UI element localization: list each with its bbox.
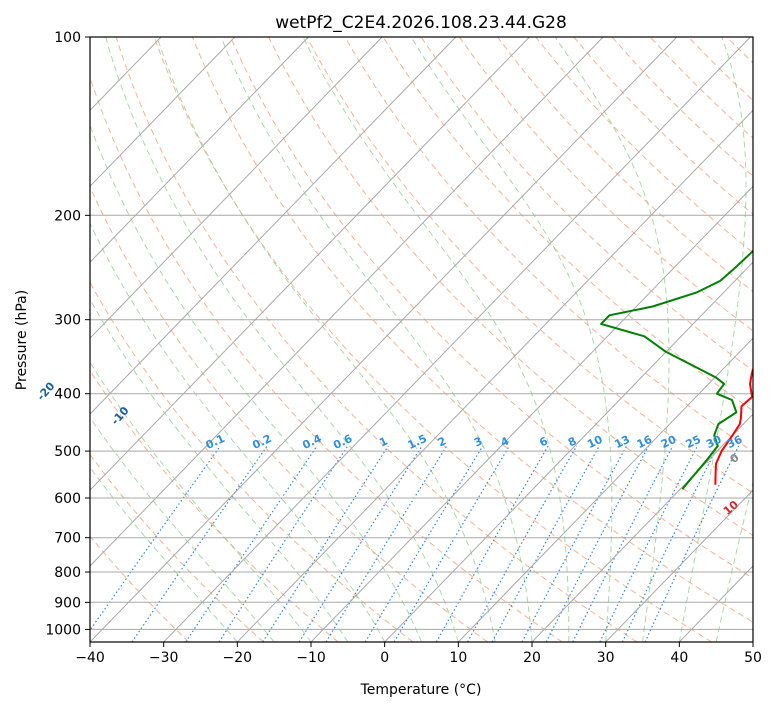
mixing-ratio-label: 10 xyxy=(585,433,605,451)
mixing-ratio-label: 13 xyxy=(613,433,632,451)
mixing-ratio-line xyxy=(262,445,389,642)
moist-adiabat xyxy=(90,416,275,642)
isotherm xyxy=(90,37,309,263)
y-tick-label: 700 xyxy=(54,531,81,547)
x-tick-label: 40 xyxy=(670,650,688,666)
isotherm xyxy=(90,37,236,188)
mixing-ratio-line xyxy=(185,445,318,642)
plot-area xyxy=(90,37,753,642)
y-tick-label: 900 xyxy=(54,595,81,611)
temperature-line xyxy=(714,366,753,485)
y-tick-label: 1000 xyxy=(45,622,81,638)
isotherm xyxy=(90,37,383,339)
dry-adiabat xyxy=(90,453,264,642)
y-tick-label: 600 xyxy=(54,491,81,507)
mixing-ratio-label: 16 xyxy=(635,433,655,451)
y-tick-label: 800 xyxy=(54,565,81,581)
mixing-ratio-line xyxy=(393,445,510,642)
moist-adiabat xyxy=(220,37,533,642)
isotherm xyxy=(90,37,457,415)
mixing-ratio-label: 30 xyxy=(704,433,724,451)
y-tick-label: 100 xyxy=(54,30,81,46)
isotherm xyxy=(90,37,530,491)
mixing-ratio-line xyxy=(325,445,448,642)
dry-adiabat xyxy=(90,185,488,642)
mixing-ratio-line xyxy=(218,445,349,642)
x-tick-label: −40 xyxy=(75,650,105,666)
moist-adiabat xyxy=(302,37,570,642)
moist-adiabat xyxy=(90,123,422,642)
moist-adiabat xyxy=(554,37,670,642)
moist-adiabat xyxy=(105,37,459,642)
mixing-ratio-line xyxy=(298,445,423,642)
isotherm xyxy=(236,109,753,642)
mixing-ratio-line xyxy=(466,445,578,642)
moist-adiabat xyxy=(90,298,349,642)
mixing-ratio-line xyxy=(599,445,699,642)
background-lines xyxy=(90,37,753,642)
profiles xyxy=(600,249,753,490)
mixing-ratio-label: 36 xyxy=(725,433,745,451)
y-tick-label: 200 xyxy=(54,208,81,224)
y-tick-label: 400 xyxy=(54,387,81,403)
moist-adiabat xyxy=(90,222,386,642)
mixing-ratio-line xyxy=(364,445,484,642)
mixing-ratio-label: 25 xyxy=(684,433,703,451)
x-tick-label: −30 xyxy=(149,650,179,666)
y-tick-label: 500 xyxy=(54,444,81,460)
isotherm xyxy=(90,37,678,642)
plot-frame xyxy=(89,36,754,643)
moist-adiabat xyxy=(715,480,753,642)
axes: −40 −30 −20 −10 0 10 20 30 40 50 100 200 300 400 500 60… xyxy=(45,30,762,666)
x-tick-label: −10 xyxy=(296,650,326,666)
mixing-ratio-line xyxy=(621,445,719,642)
moist-adiabat xyxy=(410,37,613,642)
isotherm xyxy=(605,489,753,642)
x-tick-label: 0 xyxy=(380,650,389,666)
isotherm xyxy=(457,337,753,642)
moist-adiabat xyxy=(156,37,496,642)
dry-adiabat xyxy=(90,369,339,642)
mixing-ratio-label: 20 xyxy=(659,433,679,451)
moist-adiabat xyxy=(678,37,747,642)
isotherm xyxy=(384,261,753,642)
moist-adiabat xyxy=(90,466,238,642)
isotherm xyxy=(163,37,751,642)
dry-adiabat xyxy=(90,75,563,642)
dewpoint-line xyxy=(600,249,753,490)
mixing-ratio-line xyxy=(90,445,221,632)
mixing-ratio-line xyxy=(131,445,268,642)
isotherm xyxy=(531,413,753,642)
isotherm xyxy=(310,185,753,642)
x-tick-label: −20 xyxy=(223,650,253,666)
dry-adiabat xyxy=(497,37,753,293)
y-tick-label: 300 xyxy=(54,313,81,329)
mixing-ratio-line xyxy=(572,445,674,642)
x-tick-label: 20 xyxy=(523,650,541,666)
dry-adiabat xyxy=(191,37,753,623)
x-tick-label: 50 xyxy=(744,650,762,666)
x-axis-label: Temperature (°C) xyxy=(360,682,482,698)
y-axis-label: Pressure (hPa) xyxy=(14,290,30,390)
x-tick-label: 10 xyxy=(449,650,467,666)
chart-title: wetPf2_C2E4.2026.108.23.44.G28 xyxy=(275,13,567,33)
dry-adiabat xyxy=(115,37,638,642)
isotherm xyxy=(90,37,604,567)
x-tick-label: 30 xyxy=(597,650,615,666)
